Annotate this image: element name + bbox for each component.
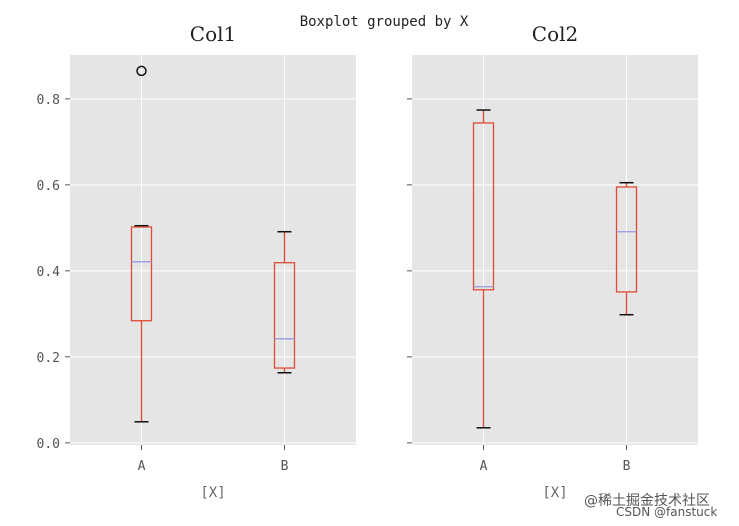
x-axis-label: [X] [542,485,567,501]
x-tick-label: B [281,459,289,474]
suptitle: Boxplot grouped by X [300,14,469,30]
subplot-title: Col2 [532,22,578,46]
iqr-box [273,262,296,369]
outlier-point [136,65,147,77]
y-tick-label: 0.4 [37,265,61,280]
x-tick-label: A [480,459,488,474]
iqr-box [472,122,495,291]
y-tick-label: 0.6 [37,179,60,194]
box-B [615,181,638,316]
x-tick-label: B [623,459,631,474]
box-A [472,109,495,429]
watermark-csdn: CSDN @fanstuck [616,505,718,519]
x-tick-label: A [138,459,146,474]
plot-area [70,55,356,445]
watermark-juejin: @稀土掘金技术社区 [584,493,710,509]
iqr-box [615,186,638,293]
iqr-box [130,226,153,322]
x-axis-label: [X] [200,485,225,501]
y-tick-label: 0.0 [37,437,60,452]
box-A [130,65,153,423]
subplot-title: Col1 [190,22,236,46]
box-B [273,230,296,374]
y-tick-label: 0.8 [37,93,60,108]
y-tick-label: 0.2 [37,351,60,366]
plot-area [412,55,698,445]
